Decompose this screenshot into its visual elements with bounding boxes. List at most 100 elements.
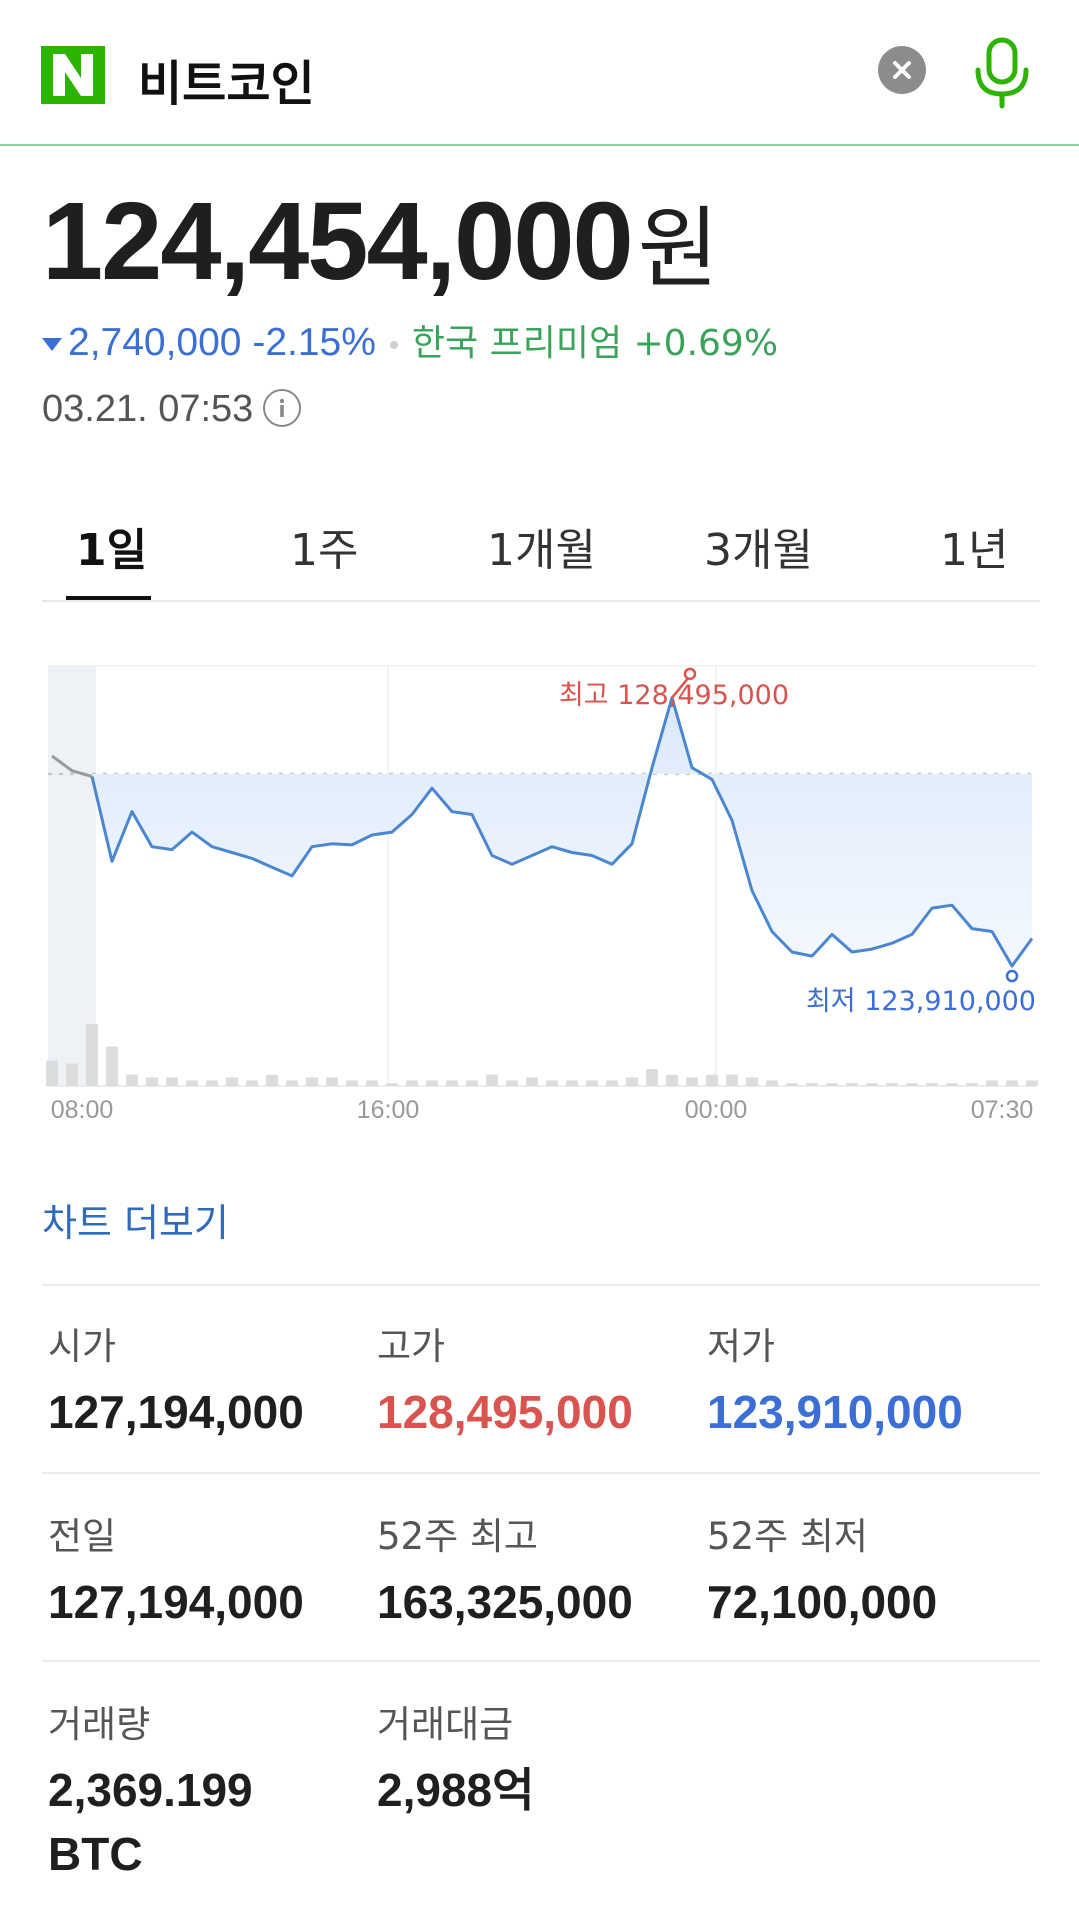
- high-marker-pointer: [671, 675, 691, 699]
- stat-label: 고가: [377, 1325, 446, 1368]
- tab-1-year[interactable]: 1년: [940, 525, 1009, 576]
- volume-bar: [726, 1074, 738, 1086]
- volume-bar: [246, 1080, 258, 1086]
- stat-value: 128,495,000: [377, 1386, 633, 1438]
- volume-bar: [606, 1080, 618, 1086]
- pre-market-shade: [48, 666, 96, 1086]
- microphone-icon[interactable]: [970, 36, 1034, 110]
- naver-logo-icon[interactable]: [41, 46, 105, 104]
- stat-turnover: 거래대금 2,988억: [377, 1694, 534, 1822]
- stat-value: 127,194,000: [48, 1576, 304, 1628]
- stat-prev-close: 전일 127,194,000: [48, 1506, 304, 1634]
- volume-bar: [846, 1083, 858, 1086]
- price-area: [92, 697, 1032, 966]
- stat-label: 저가: [707, 1325, 776, 1368]
- volume-bar: [46, 1060, 58, 1086]
- volume-bar: [366, 1080, 378, 1086]
- price-change: 2,740,000 -2.15%: [68, 321, 376, 364]
- volume-bar: [906, 1083, 918, 1086]
- stat-value: 163,325,000: [377, 1576, 633, 1628]
- korea-premium: 한국 프리미엄 +0.69%: [411, 323, 779, 364]
- volume-bar: [426, 1080, 438, 1086]
- volume-bar: [386, 1083, 398, 1086]
- volume-bar: [166, 1077, 178, 1086]
- close-icon: [893, 61, 911, 79]
- volume-bar: [326, 1077, 338, 1086]
- volume-bar: [406, 1080, 418, 1086]
- stat-52w-low: 52주 최저 72,100,000: [707, 1506, 937, 1634]
- volume-bar: [1006, 1080, 1018, 1086]
- volume-bar: [966, 1083, 978, 1086]
- volume-bar: [186, 1080, 198, 1086]
- search-header: 비트코인: [0, 0, 1079, 146]
- tab-1-day[interactable]: 1일: [76, 525, 148, 576]
- active-tab-indicator: [66, 596, 151, 600]
- tab-1-month[interactable]: 1개월: [487, 525, 596, 576]
- stat-open: 시가 127,194,000: [48, 1316, 304, 1444]
- high-marker: [671, 667, 697, 699]
- volume-bar: [446, 1080, 458, 1086]
- price-unit: 원: [637, 197, 719, 300]
- low-marker: [1005, 969, 1019, 983]
- stat-value: 123,910,000: [707, 1386, 963, 1438]
- chart-low-label: 최저 123,910,000: [806, 986, 1036, 1017]
- volume-bar: [806, 1083, 818, 1086]
- volume-bar: [586, 1080, 598, 1086]
- pre-market-line: [51, 754, 93, 778]
- volume-bar: [346, 1080, 358, 1086]
- tab-1-week[interactable]: 1주: [290, 525, 359, 576]
- volume-bar: [566, 1080, 578, 1086]
- volume-bar: [306, 1077, 318, 1086]
- stat-label: 거래량: [48, 1703, 151, 1746]
- clear-search-button[interactable]: [878, 46, 926, 94]
- volume-bar: [766, 1080, 778, 1086]
- tab-3-months[interactable]: 3개월: [704, 525, 813, 576]
- volume-bar: [526, 1077, 538, 1086]
- volume-bars: [46, 1024, 1038, 1086]
- volume-bar: [706, 1074, 718, 1086]
- volume-bar: [466, 1080, 478, 1086]
- stat-label: 52주 최저: [707, 1515, 868, 1558]
- separator-dot: [389, 340, 398, 349]
- price-change-row: 2,740,000 -2.15% 한국 프리미엄 +0.69%: [42, 314, 778, 366]
- stat-high: 고가 128,495,000: [377, 1316, 633, 1444]
- divider: [42, 1284, 1040, 1286]
- volume-bar: [886, 1083, 898, 1086]
- stat-value: 2,369.199 BTC: [48, 1764, 253, 1881]
- search-query[interactable]: 비트코인: [138, 56, 315, 112]
- more-chart-link[interactable]: 차트 더보기: [42, 1201, 229, 1245]
- volume-bar: [686, 1077, 698, 1086]
- info-icon[interactable]: [263, 388, 302, 427]
- stat-label: 전일: [48, 1515, 117, 1558]
- divider: [42, 1472, 1040, 1474]
- volume-bar: [826, 1083, 838, 1086]
- volume-bar: [666, 1074, 678, 1086]
- stat-label: 거래대금: [377, 1703, 514, 1746]
- volume-bar: [546, 1080, 558, 1086]
- stat-52w-high: 52주 최고 163,325,000: [377, 1506, 633, 1634]
- volume-bar: [926, 1083, 938, 1086]
- divider: [42, 1660, 1040, 1662]
- period-tabs: 1일 1주 1개월 3개월 1년: [42, 500, 1040, 602]
- volume-bar: [126, 1074, 138, 1086]
- x-tick-label: 00:00: [685, 1096, 748, 1124]
- price-line: [90, 696, 1034, 968]
- timestamp-text: 03.21. 07:53: [42, 388, 254, 430]
- volume-bar: [786, 1083, 798, 1086]
- volume-bar: [106, 1046, 118, 1086]
- volume-bar: [206, 1080, 218, 1086]
- x-tick-label: 16:00: [357, 1096, 420, 1124]
- stat-value: 72,100,000: [707, 1576, 938, 1628]
- volume-bar: [866, 1083, 878, 1086]
- volume-bar: [746, 1077, 758, 1086]
- volume-bar: [226, 1077, 238, 1086]
- x-tick-label: 08:00: [51, 1096, 114, 1124]
- price-value: 124,454,000: [42, 180, 634, 303]
- stat-label: 시가: [48, 1325, 117, 1368]
- volume-bar: [626, 1077, 638, 1086]
- volume-bar: [266, 1074, 278, 1086]
- volume-bar: [946, 1083, 958, 1086]
- volume-bar: [986, 1080, 998, 1086]
- chart-high-label: 최고 128,495,000: [559, 680, 789, 711]
- price-chart[interactable]: 최고 128,495,000 최저 123,910,000 08:00 16:0…: [42, 660, 1040, 1130]
